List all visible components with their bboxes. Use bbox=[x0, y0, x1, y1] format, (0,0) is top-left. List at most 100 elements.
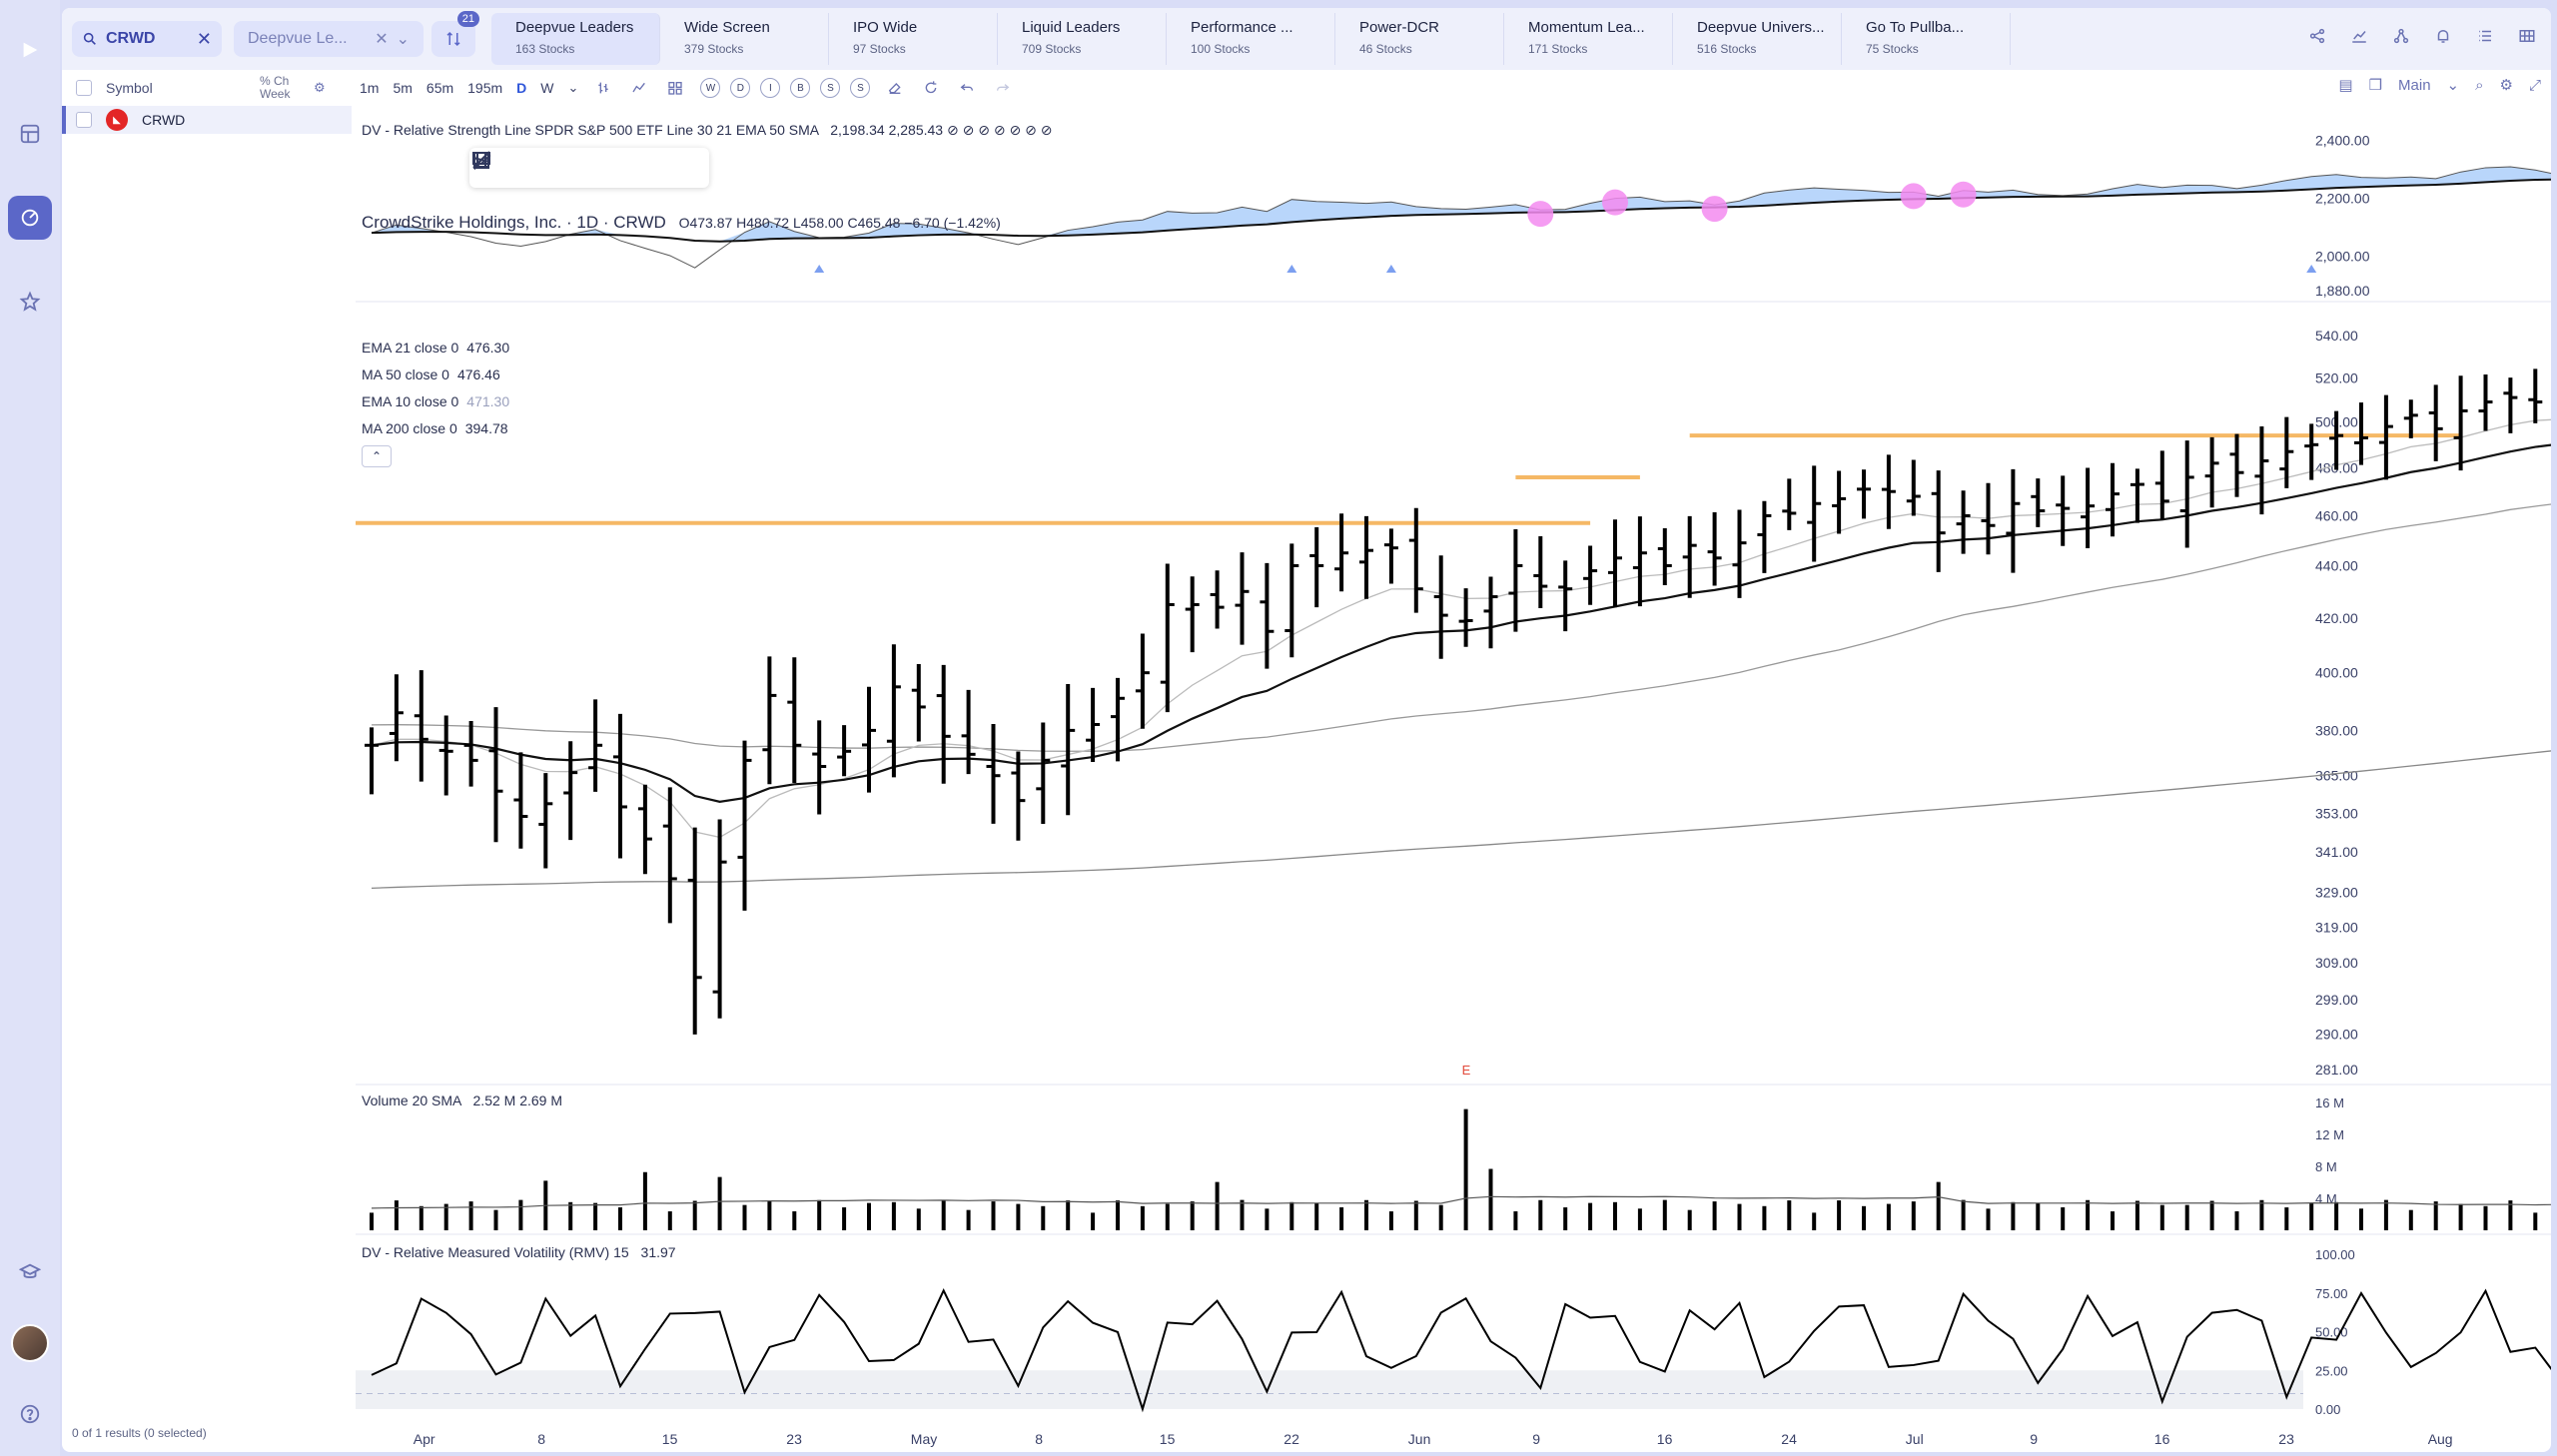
chart-area[interactable]: 540.00520.00500.00480.00460.00440.00420.… bbox=[356, 106, 2551, 1452]
chevron-down-icon[interactable]: ⌄ bbox=[396, 31, 410, 48]
bell-icon[interactable] bbox=[2429, 22, 2457, 50]
interval-5m[interactable]: 5m bbox=[393, 80, 413, 96]
favorites-star-icon[interactable] bbox=[8, 280, 52, 324]
price-legend[interactable]: CrowdStrike Holdings, Inc. · 1D · CRWD O… bbox=[362, 213, 1001, 233]
brush-tool-icon[interactable] bbox=[469, 148, 493, 172]
ma-legend-3[interactable]: MA 200 close 0 394.78 bbox=[362, 420, 508, 436]
ma-value: 476.30 bbox=[466, 340, 510, 356]
x-axis-label: 22 bbox=[1283, 1431, 1299, 1447]
tab-6[interactable]: Momentum Lea... 171 Stocks bbox=[1504, 13, 1673, 65]
tab-name: Deepvue Univers... bbox=[1697, 19, 1825, 36]
ma-label: EMA 10 close 0 bbox=[362, 393, 459, 409]
tab-name: Performance ... bbox=[1191, 19, 1293, 36]
rmv-legend[interactable]: DV - Relative Measured Volatility (RMV) … bbox=[362, 1244, 676, 1260]
tab-3[interactable]: Liquid Leaders 709 Stocks bbox=[998, 13, 1167, 65]
tab-count: 379 Stocks bbox=[684, 42, 744, 56]
tab-7[interactable]: Deepvue Univers... 516 Stocks bbox=[1673, 13, 1842, 65]
interval-195m[interactable]: 195m bbox=[467, 80, 503, 96]
line-chart-icon[interactable] bbox=[2345, 22, 2373, 50]
interval-chevron-icon[interactable]: ⌄ bbox=[567, 80, 579, 95]
tab-0[interactable]: Deepvue Leaders 163 Stocks bbox=[491, 13, 660, 65]
help-icon[interactable] bbox=[8, 1392, 52, 1436]
layout-icon[interactable] bbox=[664, 77, 686, 99]
volume-legend[interactable]: Volume 20 SMA 2.52 M 2.69 M bbox=[362, 1092, 562, 1108]
select-all-checkbox[interactable] bbox=[76, 80, 92, 96]
dashboard-icon[interactable] bbox=[8, 112, 52, 156]
period-button-2[interactable]: I bbox=[760, 78, 781, 98]
list-view-icon[interactable] bbox=[2471, 22, 2499, 50]
interval-1m[interactable]: 1m bbox=[360, 80, 380, 96]
x-axis-label: 15 bbox=[662, 1431, 678, 1447]
tab-8[interactable]: Go To Pullba... 75 Stocks bbox=[1842, 13, 2011, 65]
tab-1[interactable]: Wide Screen 379 Stocks bbox=[660, 13, 829, 65]
sort-arrows-icon bbox=[446, 31, 460, 47]
share-icon[interactable] bbox=[2303, 22, 2331, 50]
search-icon bbox=[83, 32, 96, 45]
zoom-icon[interactable]: ⌕ bbox=[2475, 76, 2484, 94]
charts-icon[interactable] bbox=[8, 196, 52, 240]
tab-count: 75 Stocks bbox=[1866, 42, 1919, 56]
tab-name: Power-DCR bbox=[1359, 19, 1440, 36]
sort-button[interactable]: 21 bbox=[431, 11, 479, 57]
tab-count: 709 Stocks bbox=[1022, 42, 1082, 56]
ma-legend-2[interactable]: EMA 10 close 0 471.30 bbox=[362, 393, 509, 409]
network-icon[interactable] bbox=[2387, 22, 2415, 50]
grid-view-icon[interactable] bbox=[2513, 22, 2541, 50]
refresh-icon[interactable] bbox=[920, 77, 942, 99]
clear-list-icon[interactable]: ✕ bbox=[375, 31, 389, 48]
tab-name: Momentum Lea... bbox=[1528, 19, 1645, 36]
undo-icon[interactable] bbox=[956, 77, 978, 99]
rs-legend[interactable]: DV - Relative Strength Line SPDR S&P 500… bbox=[362, 122, 1052, 139]
period-button-4[interactable]: S bbox=[820, 78, 841, 98]
bar-style-icon[interactable] bbox=[592, 77, 614, 99]
ma-legend-0[interactable]: EMA 21 close 0 476.30 bbox=[362, 340, 509, 356]
tab-count: 163 Stocks bbox=[515, 42, 575, 56]
interval-65m[interactable]: 65m bbox=[426, 80, 454, 96]
period-button-1[interactable]: D bbox=[730, 78, 751, 98]
interval-W[interactable]: W bbox=[540, 80, 554, 96]
price-tick-label: 460.00 bbox=[2315, 507, 2358, 523]
interval-D[interactable]: D bbox=[516, 80, 527, 96]
layout-name[interactable]: Main bbox=[2398, 76, 2431, 94]
symbol-search[interactable]: CRWD ✕ bbox=[72, 21, 222, 57]
period-button-0[interactable]: W bbox=[700, 78, 721, 98]
layout-folder-icon[interactable]: ❒ bbox=[2368, 77, 2383, 94]
price-tick-label: 440.00 bbox=[2315, 557, 2358, 573]
settings-gear-icon[interactable]: ⚙ bbox=[2499, 77, 2513, 94]
watchlist-selector[interactable]: Deepvue Le... ✕ ⌄ bbox=[234, 21, 424, 57]
x-axis-label: 15 bbox=[1160, 1431, 1176, 1447]
collapse-legend-button[interactable]: ⌃ bbox=[362, 445, 392, 467]
row-checkbox[interactable] bbox=[76, 112, 92, 128]
eraser-icon[interactable] bbox=[884, 77, 906, 99]
volume-legend-label: Volume 20 SMA bbox=[362, 1092, 461, 1108]
period-button-3[interactable]: B bbox=[790, 78, 811, 98]
chart-canvas[interactable]: 540.00520.00500.00480.00460.00440.00420.… bbox=[356, 106, 2551, 1452]
symbol-column-header[interactable]: Symbol bbox=[106, 80, 153, 96]
sort-badge: 21 bbox=[456, 11, 479, 27]
watchlist-row[interactable]: ◣ CRWD bbox=[62, 106, 352, 134]
fullscreen-icon[interactable]: ⤢ bbox=[2528, 76, 2541, 94]
screen-tabs: Deepvue Leaders 163 Stocks Wide Screen 379 … bbox=[491, 13, 2011, 65]
indicators-icon[interactable] bbox=[628, 77, 650, 99]
tab-count: 100 Stocks bbox=[1191, 42, 1251, 56]
tab-2[interactable]: IPO Wide 97 Stocks bbox=[829, 13, 998, 65]
layout-chevron-icon[interactable]: ⌄ bbox=[2446, 77, 2460, 94]
volume-tick-label: 4 M bbox=[2315, 1191, 2337, 1206]
x-axis-label: 24 bbox=[1781, 1431, 1797, 1447]
tab-5[interactable]: Power-DCR 46 Stocks bbox=[1335, 13, 1504, 65]
education-cap-icon[interactable] bbox=[8, 1250, 52, 1294]
redo-icon[interactable] bbox=[992, 77, 1014, 99]
price-tick-label: 309.00 bbox=[2315, 955, 2358, 971]
change-column-header[interactable]: % Ch Week bbox=[260, 74, 291, 101]
tab-4[interactable]: Performance ... 100 Stocks bbox=[1167, 13, 1335, 65]
interval-selector: 1m 5m 65m 195m D W bbox=[360, 80, 554, 96]
user-avatar[interactable] bbox=[11, 1324, 49, 1362]
column-settings-icon[interactable]: ⚙ bbox=[314, 80, 326, 95]
ma-legend-1[interactable]: MA 50 close 0 476.46 bbox=[362, 366, 500, 382]
period-button-5[interactable]: S bbox=[850, 78, 871, 98]
templates-icon[interactable]: ▤ bbox=[2338, 77, 2353, 94]
clear-search-icon[interactable]: ✕ bbox=[196, 28, 212, 49]
deepvue-logo-icon[interactable] bbox=[8, 28, 52, 72]
search-input[interactable]: CRWD bbox=[106, 30, 156, 47]
